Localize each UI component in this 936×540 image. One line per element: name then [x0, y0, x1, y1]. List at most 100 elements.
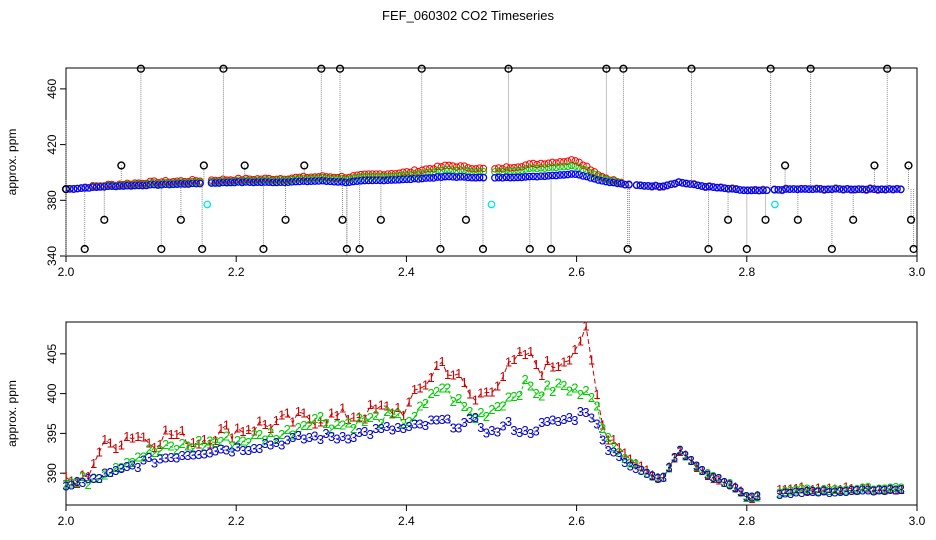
top-point-series3-101	[456, 172, 465, 181]
top-point-series3-148	[648, 182, 656, 191]
bottom-series-3-point-28: 3	[217, 441, 224, 456]
bottom-series-2-point-49: 2	[333, 417, 340, 432]
top-point-series3-147	[644, 182, 652, 190]
top-point-series3-93	[425, 174, 434, 182]
top-point-series3-112	[506, 173, 515, 182]
bottom-series-3-point-33: 3	[245, 443, 252, 458]
bottom-series-1-point-32: 1	[239, 424, 246, 439]
top-point-series1-115	[518, 163, 526, 171]
bottom-series-3-point-8: 3	[107, 465, 114, 480]
bottom-series-3-point-97: 3	[599, 432, 606, 447]
top-point-series3-79	[372, 176, 381, 185]
bottom-series-1-point-99: 1	[610, 432, 617, 447]
bottom-series-1-point-76: 1	[483, 384, 490, 399]
bottom-series-2-point-76: 2	[483, 409, 490, 424]
top-point-series1-123	[548, 158, 557, 167]
bottom-series-3-point-19: 3	[167, 450, 174, 465]
bottom-series-1-point-13: 1	[134, 429, 141, 444]
top-point-series3-3	[73, 184, 82, 193]
top-point-series1-102	[460, 162, 468, 170]
bottom-series-2-point-89: 2	[555, 375, 562, 390]
top-point-series3-109	[494, 173, 503, 182]
top-point-series2-117	[525, 164, 534, 172]
top-point-series3-89	[410, 174, 419, 183]
bottom-series-2-point-111: 2	[676, 443, 683, 458]
bottom-series-3-point-27: 3	[212, 444, 219, 459]
top-point-series1-120	[537, 159, 545, 168]
top-point-series3-167	[720, 184, 729, 193]
outlier-point-32	[723, 215, 733, 224]
bottom-series-3-point-102: 3	[627, 459, 634, 474]
top-point-series2-70	[338, 174, 346, 183]
bottom-series-3-point-87: 3	[544, 414, 551, 429]
top-point-series1-103	[464, 164, 472, 172]
top-point-series3-37	[211, 179, 220, 187]
top-point-series3-186	[797, 185, 806, 193]
top-point-series2-130	[575, 163, 583, 171]
outlier-point-15	[335, 64, 345, 73]
top-point-series3-86	[399, 175, 407, 184]
bottom-series-3-point-81: 3	[510, 423, 517, 438]
bottom-series-1-point-34: 1	[250, 423, 257, 438]
bottom-series-1-point-83: 1	[521, 347, 528, 362]
bottom-series-1-point-50: 1	[339, 401, 346, 416]
bottom-series-3-point-121: 3	[732, 481, 739, 496]
top-point-series3-97	[441, 172, 449, 181]
top-point-series2-116	[521, 165, 530, 173]
bottom-series-3-point-138: 3	[826, 485, 833, 500]
top-point-series3-96	[437, 173, 446, 182]
top-point-series1-107	[479, 164, 488, 173]
top-point-series3-151	[659, 182, 668, 191]
bottom-series-2-point-136: 2	[815, 484, 822, 499]
bottom-series-1-point-46: 1	[317, 415, 324, 430]
bottom-series-2-point-51: 2	[344, 415, 351, 430]
top-point-series3-193	[824, 185, 832, 194]
y-tick-label-0-2: 420	[45, 134, 59, 154]
bottom-series-1-point-42: 1	[295, 404, 302, 419]
top-point-series3-11	[104, 182, 112, 191]
top-point-series3-118	[529, 172, 538, 181]
bottom-series-1-point-78: 1	[494, 378, 501, 393]
bottom-series-2-point-56: 2	[372, 408, 379, 423]
top-point-series3-200	[851, 185, 859, 194]
bottom-series-3-point-65: 3	[422, 418, 429, 433]
bottom-series-2-point-11: 2	[123, 455, 130, 470]
bottom-series-1-point-54: 1	[361, 411, 368, 426]
outlier-point-24	[504, 64, 513, 73]
bottom-series-3-point-96: 3	[593, 417, 600, 432]
bottom-series-1-point-53: 1	[356, 409, 363, 424]
top-point-series3-163	[705, 182, 714, 191]
bottom-series-2-point-50: 2	[339, 417, 346, 432]
bottom-series-2-point-32: 2	[239, 433, 246, 448]
bottom-series-1-point-88: 1	[549, 360, 556, 375]
top-point-series3-138	[605, 178, 614, 187]
bottom-series-1-point-5: 1	[90, 456, 97, 471]
bottom-series-3-point-151: 3	[898, 482, 905, 497]
top-point-series3-127	[563, 170, 572, 179]
top-point-series3-44	[238, 178, 247, 187]
top-point-series3-34	[192, 179, 201, 188]
bottom-series-1-point-100: 1	[616, 440, 623, 455]
bottom-series-1-point-56: 1	[372, 402, 379, 417]
y-tick-label-0-1: 380	[45, 190, 59, 210]
bottom-series-2-point-63: 2	[411, 409, 418, 424]
x-tick-label-0-0: 2.0	[58, 265, 75, 279]
bottom-series-3-point-22: 3	[184, 448, 191, 463]
top-point-series3-10	[100, 182, 109, 191]
bottom-series-1-point-132: 1	[793, 481, 800, 496]
bottom-series-2-point-98: 2	[604, 430, 611, 445]
top-point-series3-23	[150, 180, 158, 189]
bottom-series-3-point-77: 3	[488, 423, 495, 438]
bottom-series-1-point-36: 1	[262, 417, 269, 432]
bottom-series-2-point-105: 2	[643, 466, 650, 481]
top-point-series3-153	[667, 180, 675, 189]
bottom-series-1-point-134: 1	[804, 483, 811, 498]
bottom-series-3-point-113: 3	[687, 453, 694, 468]
bottom-series-1-point-14: 1	[140, 430, 147, 445]
top-point-series3-164	[709, 183, 718, 191]
bottom-series-2-point-70: 2	[450, 394, 457, 409]
bottom-series-3-point-10: 3	[118, 461, 125, 476]
top-point-series2-59	[295, 175, 304, 183]
bottom-series-3-point-60: 3	[394, 420, 401, 435]
bottom-series-3-point-47: 3	[322, 426, 329, 441]
